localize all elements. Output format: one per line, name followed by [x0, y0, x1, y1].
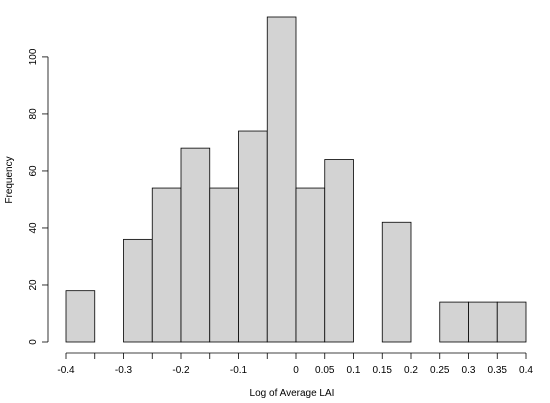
y-tick-label-1: 20: [28, 279, 39, 291]
x-tick-label-14: 0.3: [462, 365, 476, 376]
x-tick-label-9: 0.05: [315, 365, 335, 376]
y-tick-label-2: 40: [28, 222, 39, 234]
x-axis-label: Log of Average LAI: [250, 388, 335, 399]
x-tick-label-2: -0.3: [115, 365, 133, 376]
histogram-bar-9: [324, 159, 354, 343]
y-tick-label-5: 100: [28, 48, 39, 65]
histogram-bar-0: [65, 290, 96, 343]
histogram-bar-5: [209, 187, 239, 343]
x-tick-label-12: 0.2: [404, 365, 418, 376]
x-tick-label-16: 0.4: [519, 365, 533, 376]
x-axis: -0.4 -0.3 -0.2 -0.1 0 0.05 0.1 0.15 0.2 0.25 0.3 0.…: [57, 352, 533, 376]
y-axis: 0 20 40 60 80 100: [28, 48, 49, 345]
x-tick-label-4: -0.2: [172, 365, 190, 376]
histogram-bar-3: [151, 187, 182, 343]
x-tick-label-15: 0.35: [488, 365, 508, 376]
x-tick-label-6: -0.1: [230, 365, 248, 376]
histogram-bar-2: [123, 238, 153, 343]
histogram-bar-11: [381, 221, 412, 343]
histogram-bars: [65, 16, 527, 343]
histogram-bar-13: [439, 301, 469, 343]
x-tick-label-8: 0: [293, 365, 299, 376]
histogram-bar-14: [468, 301, 498, 343]
y-tick-label-4: 80: [28, 108, 39, 120]
histogram-bar-8: [295, 187, 326, 343]
histogram-bar-4: [180, 147, 211, 343]
histogram-bar-7: [266, 16, 297, 343]
x-tick-label-0: -0.4: [57, 365, 75, 376]
y-tick-label-0: 0: [28, 339, 39, 345]
histogram-bar-15: [496, 301, 527, 343]
y-axis-label: Frequency: [4, 156, 15, 203]
x-tick-label-11: 0.15: [373, 365, 393, 376]
histogram-bar-6: [238, 130, 268, 343]
y-tick-label-3: 60: [28, 165, 39, 177]
x-tick-label-13: 0.25: [430, 365, 450, 376]
x-tick-label-10: 0.1: [347, 365, 361, 376]
